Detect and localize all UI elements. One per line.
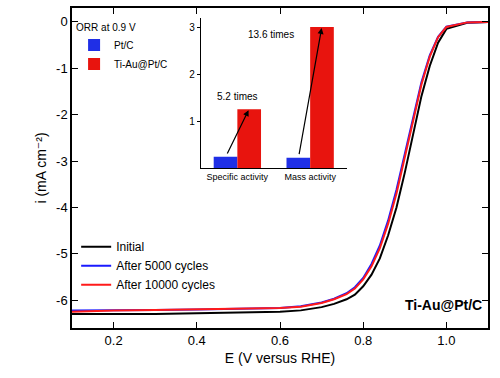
svg-text:0.2: 0.2 [105,333,123,348]
svg-text:Mass activity: Mass activity [284,172,336,182]
svg-text:1: 1 [189,116,195,127]
svg-text:E (V versus RHE): E (V versus RHE) [225,350,335,366]
svg-text:Initial: Initial [116,240,144,254]
svg-text:After 5000 cycles: After 5000 cycles [116,259,208,273]
svg-text:0.6: 0.6 [271,333,289,348]
svg-text:-5: -5 [56,246,68,261]
svg-text:1.0: 1.0 [437,333,455,348]
svg-text:13.6 times: 13.6 times [248,29,294,40]
svg-text:-1: -1 [56,61,68,76]
svg-text:Ti-Au@Pt/C: Ti-Au@Pt/C [114,59,167,70]
svg-text:Pt/C: Pt/C [114,40,133,51]
svg-text:-2: -2 [56,107,68,122]
svg-text:5.2 times: 5.2 times [217,91,258,102]
svg-text:0: 0 [60,14,67,29]
svg-text:0.4: 0.4 [188,333,206,348]
svg-text:Specific activity: Specific activity [207,172,269,182]
svg-text:After 10000 cycles: After 10000 cycles [116,278,215,292]
svg-text:2: 2 [189,69,195,80]
svg-text:0.8: 0.8 [354,333,372,348]
svg-text:-3: -3 [56,154,68,169]
svg-text:3: 3 [189,22,195,33]
svg-text:i (mA cm⁻²): i (mA cm⁻²) [33,132,49,203]
svg-text:-4: -4 [56,200,68,215]
svg-text:ORR at 0.9 V: ORR at 0.9 V [76,22,136,33]
svg-text:-6: -6 [56,293,68,308]
svg-text:Ti-Au@Pt/C: Ti-Au@Pt/C [405,297,482,313]
